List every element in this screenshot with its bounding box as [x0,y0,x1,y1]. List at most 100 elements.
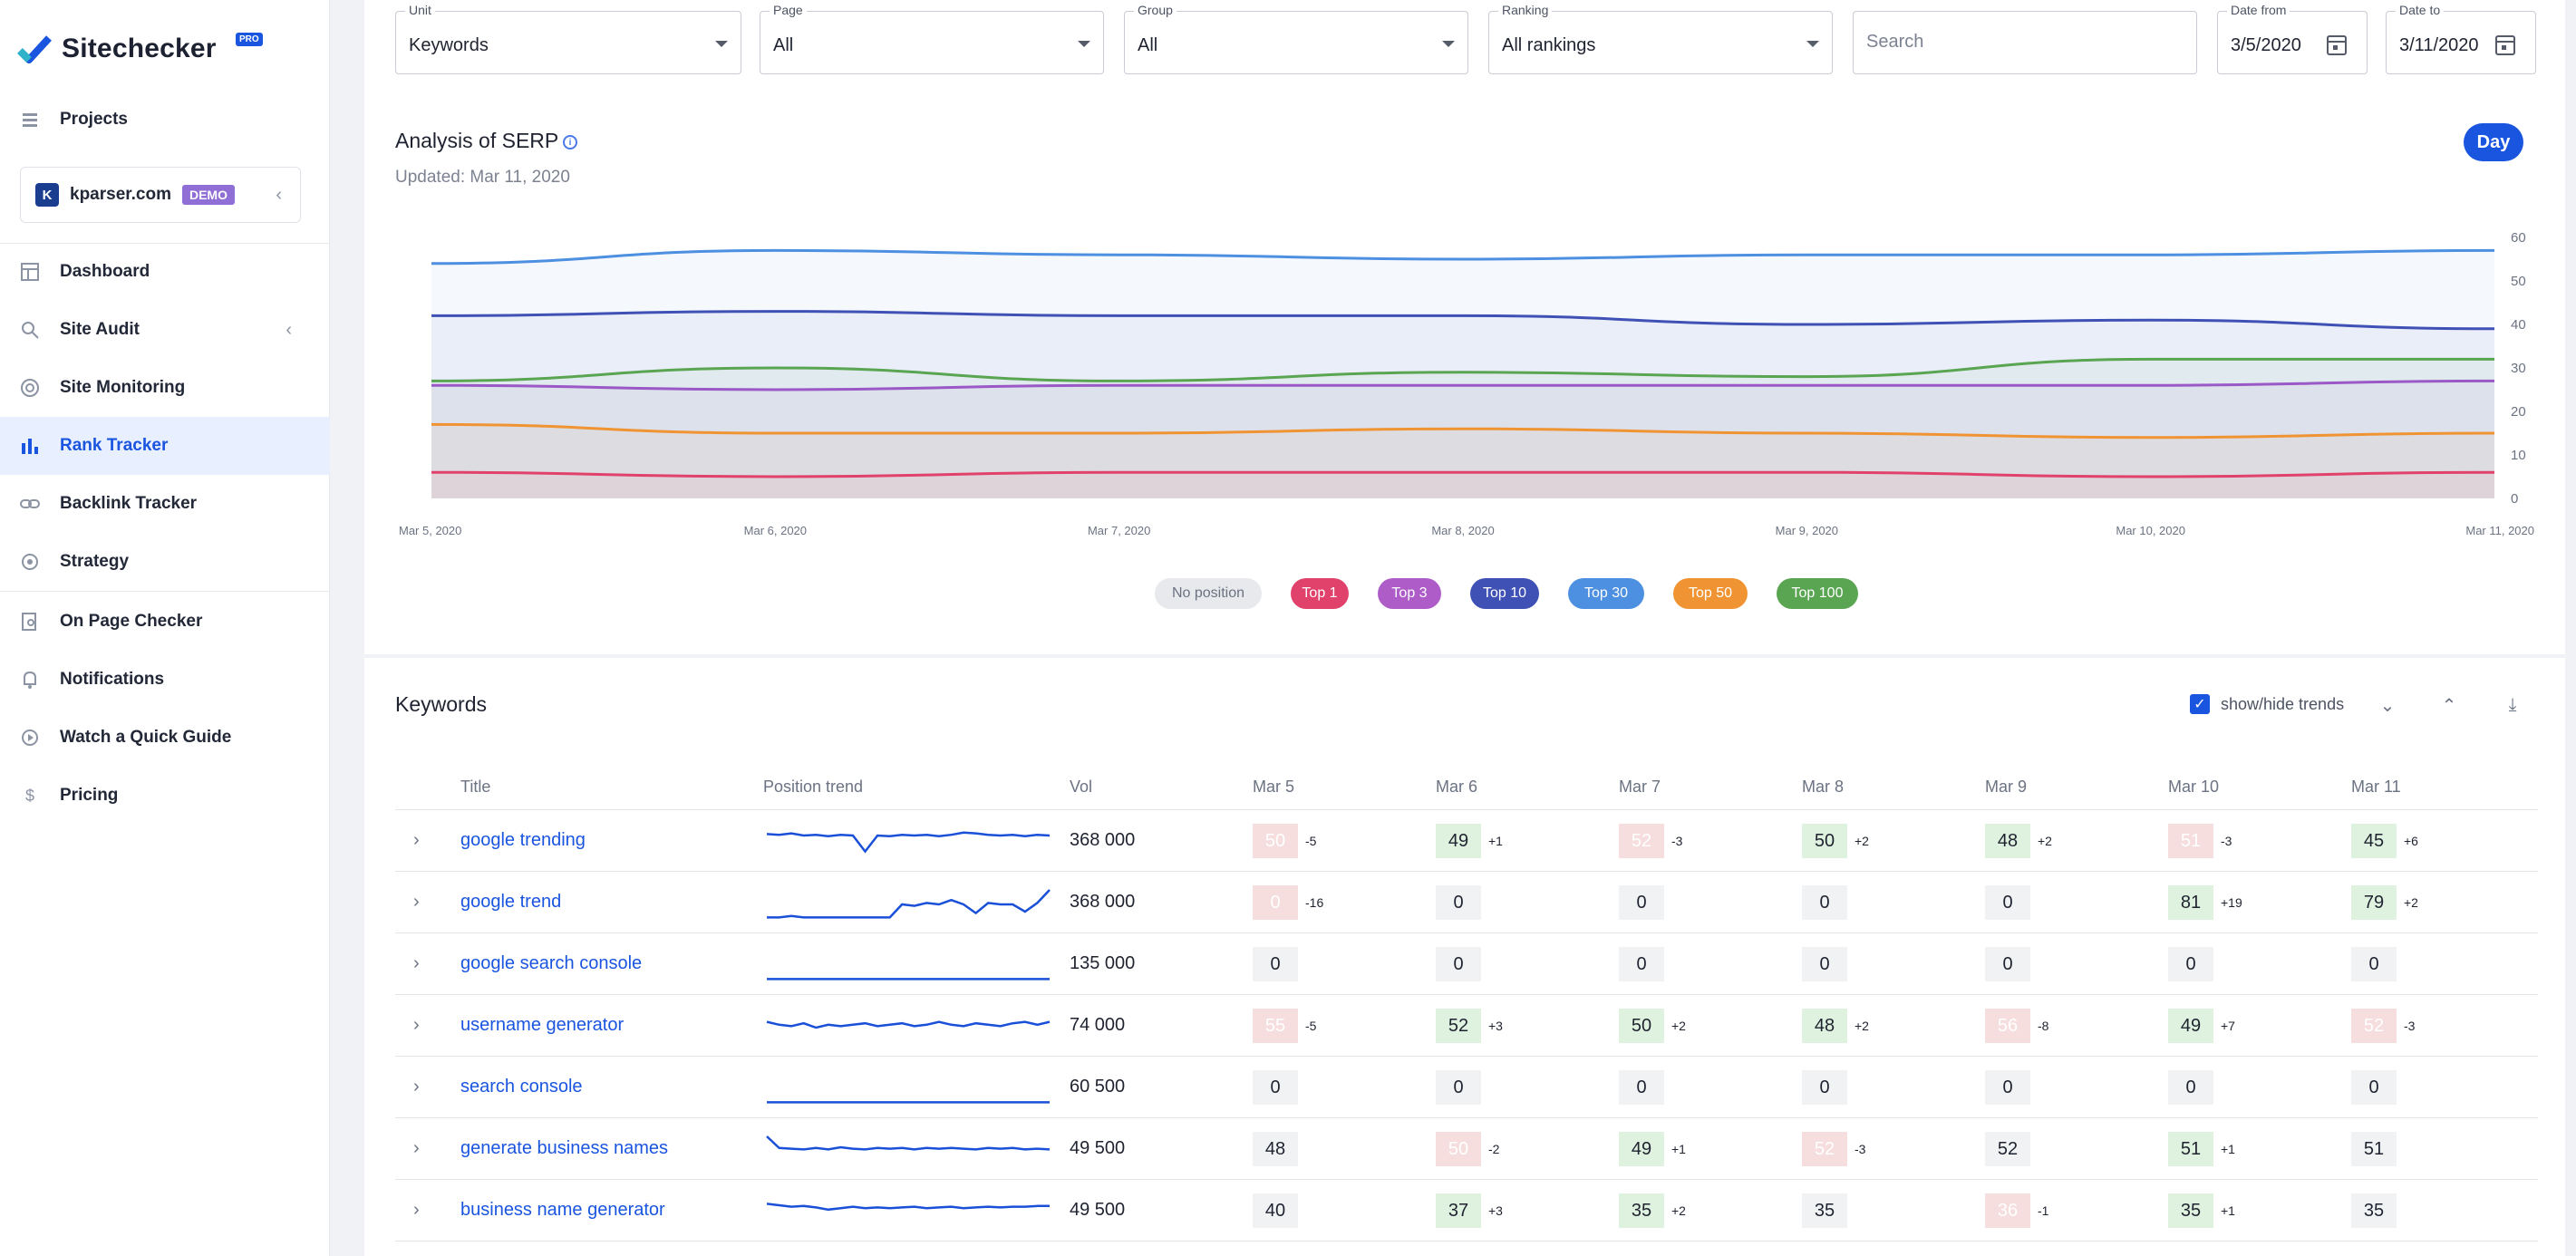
sidebar-item-strategy[interactable]: Strategy [0,533,330,591]
column-header[interactable]: Mar 5 [1253,778,1295,796]
column-header[interactable]: Mar 10 [2168,778,2220,796]
volume-value: 60 500 [1070,1077,1126,1097]
position-change: -5 [1305,834,1317,848]
position-value: 49 [2168,1009,2213,1043]
date-from-value: 3/5/2020 [2231,35,2301,55]
download-icon[interactable]: ⤓ [2508,694,2517,715]
table-row[interactable]: › business name generator 49 500 40 37 +3 35 +2… [395,1180,2538,1242]
chevron-right-icon[interactable]: › [413,892,420,912]
date-to-field[interactable]: Date to 3/11/2020 [2386,3,2536,74]
sidebar-item-rank-tracker[interactable]: Rank Tracker [0,417,330,475]
position-cell: 0 [1436,1070,1481,1105]
column-header[interactable]: Title [460,778,491,796]
sidebar-item-notifications[interactable]: Notifications [0,651,330,709]
chevron-left-icon[interactable]: ‹ [276,184,282,205]
group-select[interactable]: Group All [1124,3,1468,74]
column-header[interactable]: Mar 11 [2351,778,2401,796]
page-select[interactable]: Page All [760,3,1104,74]
keyword-link[interactable]: google trend [460,892,562,912]
table-row[interactable]: › username generator 74 000 55 -5 52 +3 50 +2 48 +… [395,995,2538,1057]
keyword-link[interactable]: generate business names [460,1138,669,1158]
position-value: 35 [2168,1193,2213,1228]
position-cell: 0 [1436,885,1481,920]
sidebar-item-projects[interactable]: Projects [0,91,330,149]
table-row[interactable]: › generate business names 49 500 48 50 -2 49 +1… [395,1118,2538,1180]
sidebar-item-backlink-tracker[interactable]: Backlink Tracker [0,475,330,533]
sidebar-item-dashboard[interactable]: Dashboard [0,243,330,301]
table-row[interactable]: › google search console 135 000 0 0 0 0 0 0 0 [395,933,2538,995]
search-input[interactable]: Search [1853,11,2197,74]
position-cell: 0 [1619,1070,1664,1105]
ranking-select[interactable]: Ranking All rankings [1488,3,1833,74]
sidebar-item-site-audit[interactable]: Site Audit ‹ [0,301,330,359]
position-value: 0 [1436,947,1481,981]
series-line-top-3[interactable] [431,422,2495,440]
column-header[interactable]: Mar 7 [1619,778,1661,796]
project-selector[interactable]: K kparser.com DEMO ‹ [20,167,301,223]
day-button[interactable]: Day [2464,123,2523,161]
keyword-link[interactable]: business name generator [460,1200,665,1220]
date-from-field[interactable]: Date from 3/5/2020 [2217,3,2368,74]
legend-top-50[interactable]: Top 50 [1673,578,1748,609]
series-line-top-10[interactable] [431,379,2495,391]
expand-all-icon[interactable]: ⌃ [2441,695,2457,716]
series-line-top-1[interactable] [431,470,2495,478]
position-cell: 51 +1 [2168,1132,2235,1166]
serp-chart: 0 10 20 30 40 50 60 Mar 5, 2020 Mar 6, 2020 Mar 7… [399,230,2534,537]
chevron-right-icon[interactable]: › [413,953,420,973]
chevron-right-icon[interactable]: › [413,1138,420,1158]
position-cell: 52 +3 [1436,1009,1503,1043]
chevron-right-icon[interactable]: › [413,1015,420,1035]
table-row[interactable]: › google trend 368 000 0 -16 0 0 0 0 81 +19 79 +2 [395,872,2538,933]
y-tick-label: 0 [2511,491,2518,507]
column-header[interactable]: Mar 8 [1802,778,1845,796]
table-row[interactable]: › google trending 368 000 50 -5 49 +1 52 -3 50 +2 4… [395,810,2538,872]
position-change: -5 [1305,1019,1317,1033]
sidebar-item-label: Projects [60,110,128,129]
position-value: 50 [1436,1132,1481,1166]
chevron-right-icon[interactable]: › [413,1077,420,1097]
legend-top-30[interactable]: Top 30 [1568,578,1644,609]
sidebar-item-label: Dashboard [60,262,150,281]
legend-top-3[interactable]: Top 3 [1378,578,1441,609]
x-tick-label: Mar 6, 2020 [744,524,807,537]
logo[interactable]: Sitechecker PRO [16,31,263,67]
keyword-link[interactable]: google search console [460,953,643,973]
sidebar-item-pricing[interactable]: $ Pricing [0,767,330,825]
sidebar-item-on-page-checker[interactable]: On Page Checker [0,593,330,651]
keyword-link[interactable]: username generator [460,1015,625,1035]
position-cell: 51 [2351,1132,2397,1166]
sidebar-item-site-monitoring[interactable]: Site Monitoring [0,359,330,417]
series-line-top-50[interactable] [431,310,2495,331]
keyword-link[interactable]: google trending [460,830,586,850]
series-line-top-100[interactable] [431,248,2495,266]
volume-value: 368 000 [1070,892,1136,912]
column-header[interactable]: Vol [1070,778,1093,796]
legend-top-10[interactable]: Top 10 [1470,578,1539,609]
position-cell: 55 -5 [1253,1009,1316,1043]
checkbox-checked-icon[interactable]: ✓ [2190,694,2210,714]
y-tick-label: 50 [2511,274,2526,289]
chevron-right-icon[interactable]: › [413,1200,420,1220]
series-line-top-30[interactable] [431,357,2494,382]
position-cell: 56 -8 [1985,1009,2048,1043]
trends-toggle[interactable]: ✓ show/hide trends [2190,694,2344,714]
legend-top-1[interactable]: Top 1 [1291,578,1349,609]
chevron-right-icon[interactable]: › [413,830,420,850]
strategy-icon [18,550,42,574]
legend-no-position[interactable]: No position [1155,578,1262,609]
calendar-icon[interactable] [2495,35,2515,55]
column-header[interactable]: Mar 9 [1985,778,2028,796]
calendar-icon[interactable] [2327,35,2347,55]
position-cell: 40 [1253,1193,1298,1228]
sidebar-item-quick-guide[interactable]: Watch a Quick Guide [0,709,330,767]
legend-top-100[interactable]: Top 100 [1777,578,1858,609]
table-row[interactable]: › search console 60 500 0 0 0 0 0 0 0 [395,1057,2538,1118]
column-header[interactable]: Mar 6 [1436,778,1478,796]
keyword-link[interactable]: search console [460,1077,583,1097]
collapse-all-icon[interactable]: ⌄ [2379,695,2396,716]
info-icon[interactable]: i [563,135,577,150]
unit-select[interactable]: Unit Keywords [395,3,741,74]
keywords-card: Keywords ✓ show/hide trends ⌄ ⌃ ⤓ Title … [364,658,2565,1256]
